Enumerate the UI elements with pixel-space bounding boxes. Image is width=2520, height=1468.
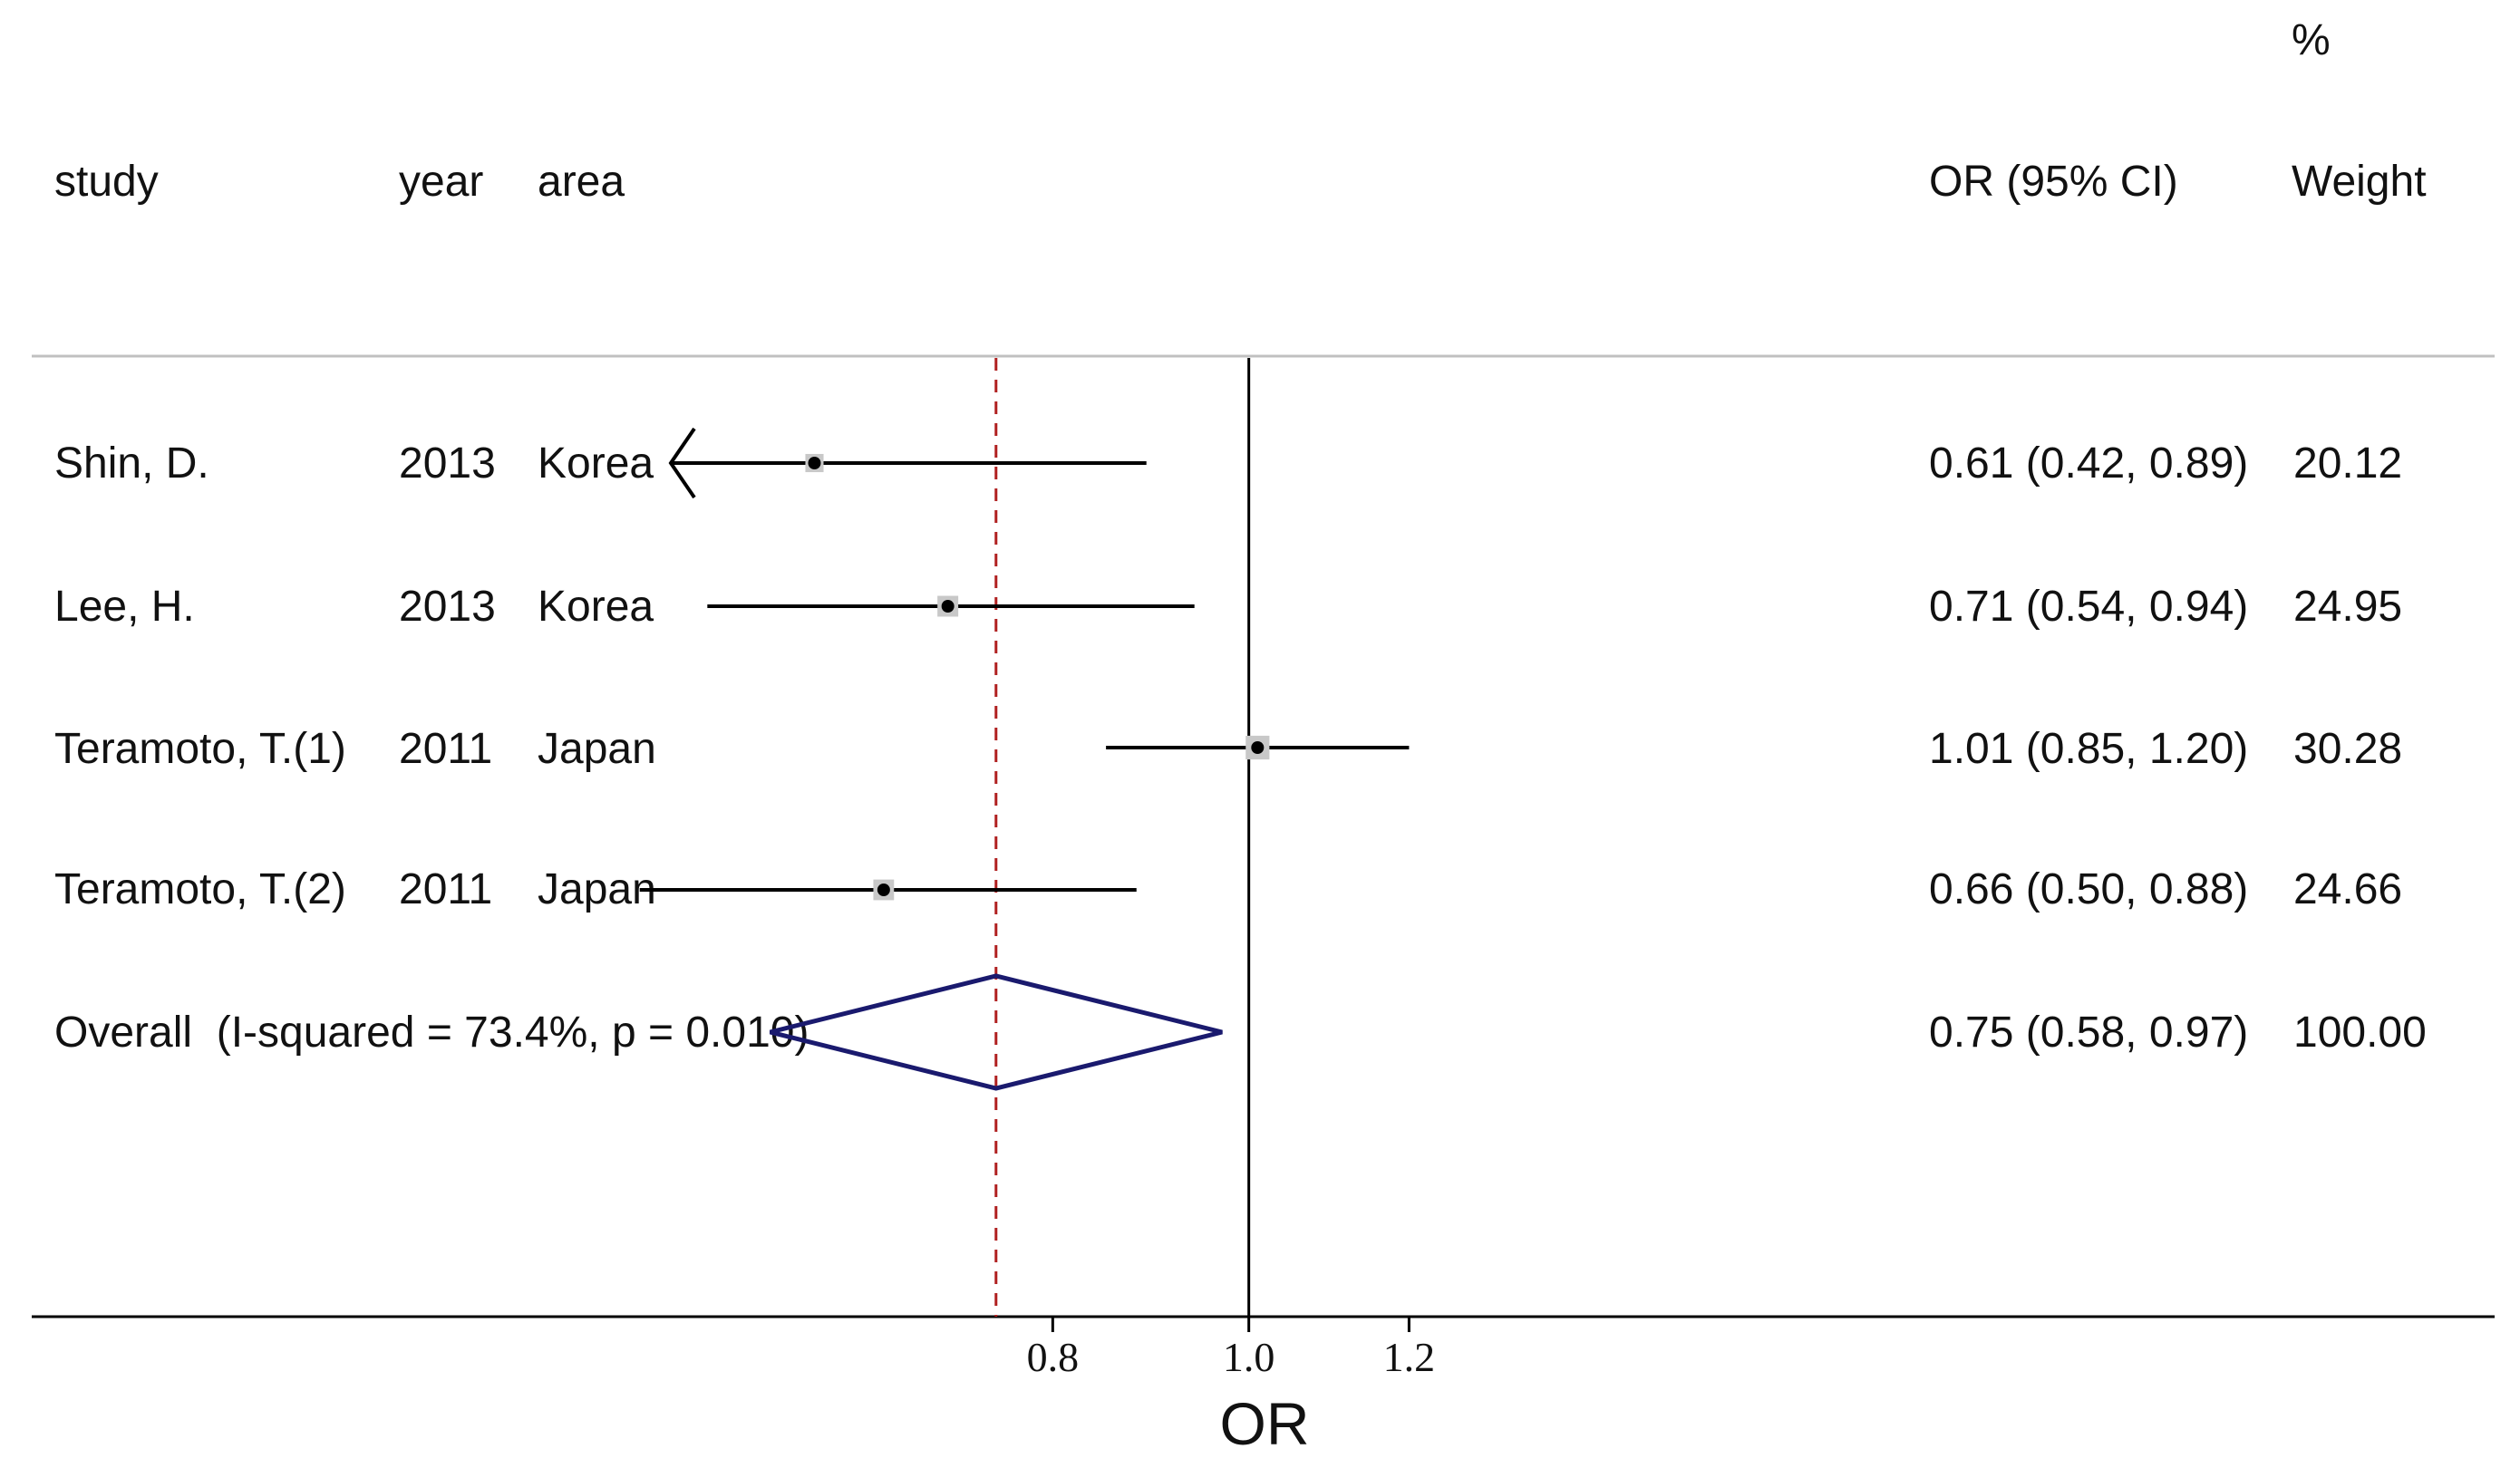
overall-weight: 100.00 — [2293, 1009, 2427, 1057]
study-name: Lee, H. — [54, 583, 195, 631]
x-axis-title: OR — [1220, 1390, 1310, 1457]
study-name: Teramoto, T.(1) — [54, 725, 346, 773]
overall-label: Overall (I-squared = 73.4%, p = 0.010) — [54, 1009, 809, 1057]
study-name: Shin, D. — [54, 439, 209, 488]
x-tick-label: 1.2 — [1383, 1334, 1436, 1380]
study-year: 2013 — [399, 439, 496, 488]
study-or-ci: 1.01 (0.85, 1.20) — [1929, 725, 2248, 773]
point-estimate — [1251, 741, 1265, 754]
header-weight-percent: % — [2292, 16, 2331, 64]
study-row: Lee, H. 2013 Korea 0.71 (0.54, 0.94) 24.… — [54, 583, 2402, 631]
study-area: Japan — [538, 725, 656, 773]
study-name: Teramoto, T.(2) — [54, 865, 346, 913]
study-weight: 24.95 — [2293, 583, 2402, 631]
ci-clip-arrow — [668, 427, 696, 499]
header-weight: Weight — [2292, 158, 2427, 206]
study-row: Shin, D. 2013 Korea 0.61 (0.42, 0.89) 20… — [54, 439, 2402, 488]
header-study: study — [54, 158, 159, 206]
study-year: 2013 — [399, 583, 496, 631]
study-year: 2011 — [399, 865, 492, 913]
study-area: Korea — [538, 583, 654, 631]
study-area: Japan — [538, 865, 656, 913]
study-or-ci: 0.66 (0.50, 0.88) — [1929, 865, 2248, 913]
x-axis-ticks: 0.8 1.0 1.2 — [1027, 1317, 1436, 1380]
plot-marks — [639, 427, 1410, 1091]
x-tick-label: 1.0 — [1223, 1334, 1275, 1380]
header-year: year — [399, 158, 483, 206]
study-weight: 30.28 — [2293, 725, 2402, 773]
header-or-ci: OR (95% CI) — [1929, 158, 2178, 206]
x-tick-label: 0.8 — [1027, 1334, 1080, 1380]
study-row: Teramoto, T.(2) 2011 Japan 0.66 (0.50, 0… — [54, 865, 2402, 913]
study-year: 2011 — [399, 725, 492, 773]
overall-diamond — [769, 973, 1223, 1091]
point-estimate — [941, 600, 955, 613]
study-weight: 20.12 — [2293, 439, 2402, 488]
overall-or-ci: 0.75 (0.58, 0.97) — [1929, 1009, 2248, 1057]
study-row: Teramoto, T.(1) 2011 Japan 1.01 (0.85, 1… — [54, 725, 2402, 773]
header-area: area — [538, 158, 625, 206]
point-estimate — [808, 457, 821, 469]
study-weight: 24.66 — [2293, 865, 2402, 913]
point-estimate — [877, 884, 890, 896]
overall-row: Overall (I-squared = 73.4%, p = 0.010) 0… — [54, 1009, 2427, 1057]
study-or-ci: 0.61 (0.42, 0.89) — [1929, 439, 2248, 488]
study-or-ci: 0.71 (0.54, 0.94) — [1929, 583, 2248, 631]
study-area: Korea — [538, 439, 654, 488]
